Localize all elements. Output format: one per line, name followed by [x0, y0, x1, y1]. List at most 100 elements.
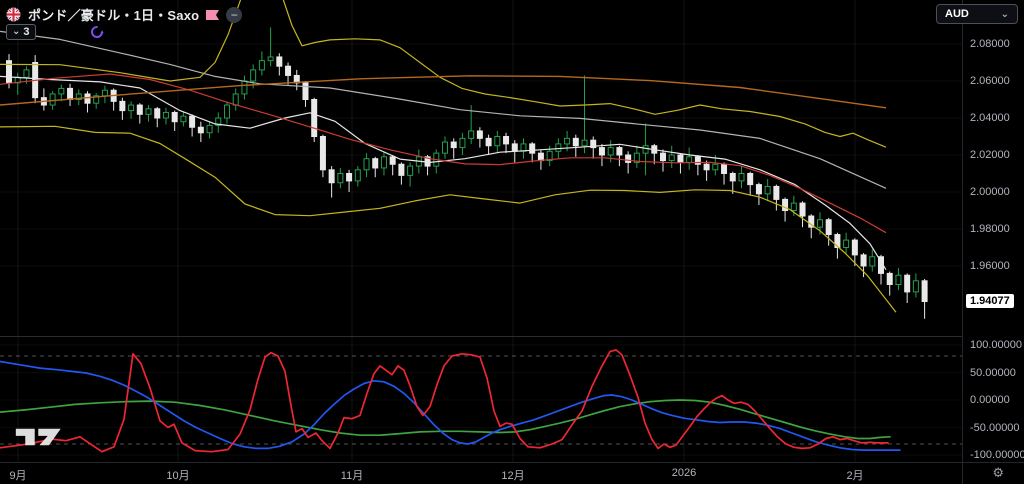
candle-up [224, 104, 230, 119]
candle-up [581, 139, 588, 147]
price-tick-label: 1.98000 [970, 223, 1010, 235]
candle-down [276, 56, 283, 67]
candle-up [546, 150, 553, 162]
oscillator-tick-label: 100.00000 [970, 339, 1022, 351]
time-tick-label: 10月 [166, 470, 190, 482]
candle-up [162, 111, 169, 119]
candle-down [319, 136, 326, 171]
candle-down [84, 93, 91, 104]
candle-up [58, 87, 65, 95]
time-tick-label: 9月 [9, 470, 27, 482]
candle-up [912, 280, 919, 293]
osc-blue [0, 360, 901, 451]
indicators-collapse-button[interactable]: ⌄ 3 [6, 24, 36, 40]
last-price-tag: 1.94077 [966, 293, 1014, 308]
candle-up [93, 95, 100, 104]
candle-down [799, 202, 806, 217]
candle-up [267, 56, 274, 62]
candle-down [694, 156, 701, 165]
oscillator-pane[interactable] [0, 337, 962, 462]
candle-up [380, 156, 387, 169]
candle-down [171, 111, 178, 123]
symbol-pair-flag-icon [6, 7, 21, 22]
chevron-down-icon: ⌄ [1000, 8, 1009, 20]
candle-up [642, 145, 649, 154]
candle-up [232, 93, 239, 106]
candle-down [346, 173, 353, 182]
price-tick-label: 2.02000 [970, 149, 1010, 161]
candle-down [886, 272, 893, 285]
candle-up [468, 130, 475, 139]
candle-down [703, 163, 710, 171]
candle-up [337, 173, 344, 184]
indicator-loading-spinner-icon [90, 25, 104, 39]
candle-down [511, 143, 518, 152]
candle-down [485, 137, 492, 147]
pane-separator[interactable] [0, 336, 962, 337]
candle-down [660, 152, 666, 162]
candle-down [729, 173, 736, 182]
candle-up [607, 147, 614, 156]
candle-down [921, 280, 928, 303]
candle-up [895, 274, 902, 285]
hide-symbol-button[interactable]: − [226, 6, 243, 23]
candle-down [476, 130, 483, 139]
candle-down [755, 184, 762, 195]
indicator-row: ⌄ 3 [6, 24, 104, 40]
candle-up [790, 202, 797, 212]
symbol-legend: ポンド／豪ドル・1日・Saxo − [6, 5, 243, 24]
candle-up [816, 219, 823, 228]
candle-up [23, 69, 30, 78]
candle-up [459, 137, 466, 149]
price-axis[interactable]: 1.94077 2.08000 2.06000 2.04000 2.02000 2.00… [962, 0, 1024, 462]
oscillator-tick-label: -50.00000 [970, 421, 1020, 434]
price-tick-label: 1.96000 [970, 260, 1010, 272]
candle-up [49, 93, 56, 106]
flag-marker-icon[interactable] [206, 9, 220, 20]
candle-up [75, 93, 82, 100]
candle-down [328, 169, 335, 184]
candle-down [372, 158, 379, 169]
candle-up [686, 156, 693, 163]
candle-down [398, 163, 405, 176]
candle-down [197, 126, 204, 134]
currency-dropdown[interactable]: AUD ⌄ [936, 4, 1018, 24]
price-tick-label: 2.08000 [970, 38, 1010, 50]
candle-up [128, 104, 135, 112]
candle-down [67, 87, 74, 101]
candle-up [712, 163, 719, 171]
candle-up [180, 115, 187, 123]
candle-down [677, 154, 684, 163]
candle-up [494, 136, 501, 147]
candle-up [241, 80, 248, 95]
price-tick-label: 2.00000 [970, 186, 1010, 198]
osc-red [0, 349, 889, 453]
candle-up [555, 143, 562, 152]
candle-down [782, 198, 789, 211]
candle-down [773, 185, 780, 200]
oscillator-tick-label: -100.00000 [970, 449, 1024, 461]
candle-down [450, 141, 457, 149]
minus-icon: − [230, 7, 238, 22]
candle-down [721, 163, 728, 174]
currency-label: AUD [945, 8, 969, 20]
candle-up [354, 169, 361, 182]
candle-down [808, 215, 815, 228]
candle-down [119, 100, 126, 112]
candle-up [668, 154, 675, 162]
candle-down [598, 147, 605, 156]
price-tick-label: 2.06000 [970, 75, 1010, 87]
candle-down [136, 104, 143, 115]
time-axis[interactable]: ⚙ 9月 10月 11月 12月 2026 2月 [0, 462, 1024, 484]
candle-down [529, 143, 536, 154]
symbol-title[interactable]: ポンド／豪ドル・1日・Saxo [28, 8, 200, 23]
candles [6, 27, 928, 319]
candle-up [250, 69, 257, 82]
time-tick-label: 12月 [501, 470, 525, 482]
main-price-pane[interactable] [0, 0, 962, 336]
time-tick-label: 2月 [846, 470, 864, 482]
gear-icon[interactable]: ⚙ [992, 465, 1004, 480]
osc-green [0, 399, 891, 440]
candle-down [825, 219, 832, 236]
